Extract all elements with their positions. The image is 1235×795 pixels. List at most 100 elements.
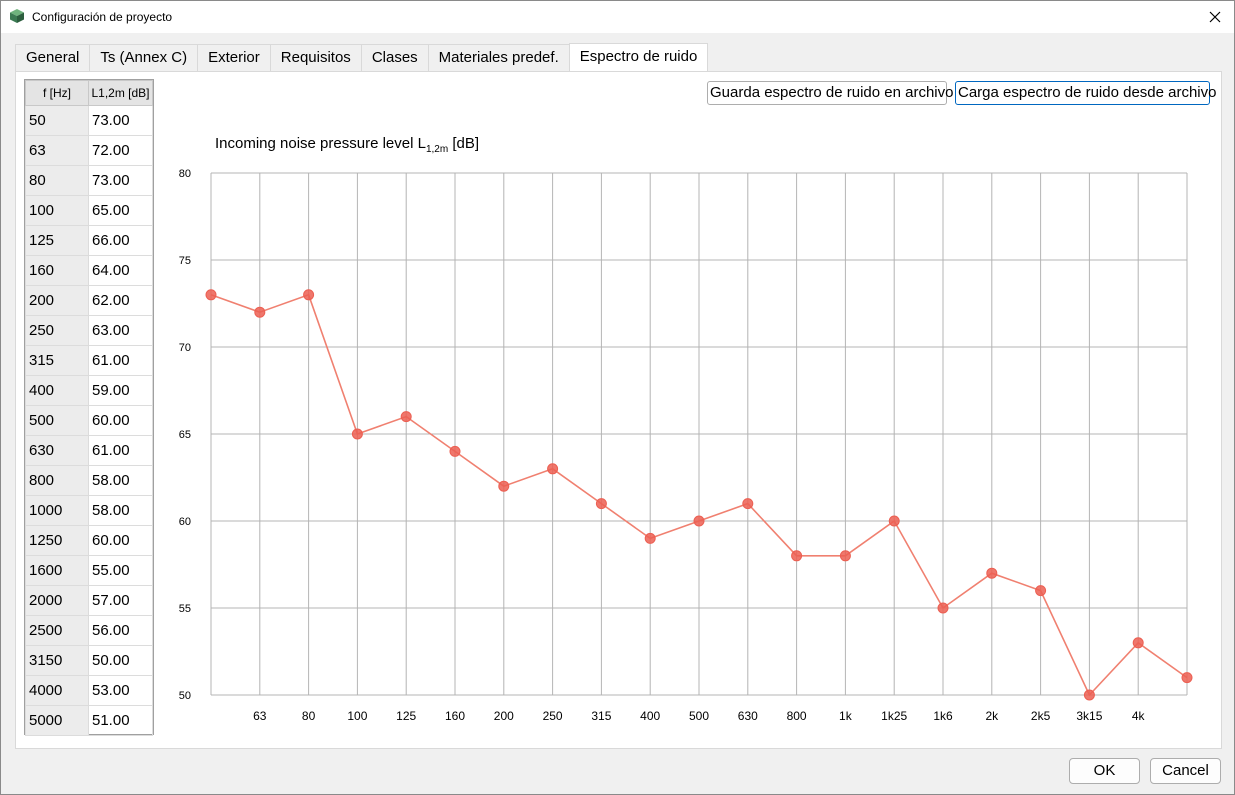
level-cell[interactable]: 61.00 xyxy=(88,345,153,376)
data-point xyxy=(547,463,559,475)
data-point xyxy=(693,515,705,527)
level-cell[interactable]: 60.00 xyxy=(88,405,153,436)
frequency-cell[interactable]: 3150 xyxy=(25,645,89,676)
data-point xyxy=(1132,637,1144,649)
level-cell[interactable]: 57.00 xyxy=(88,585,153,616)
table-row[interactable]: 80 73.00 xyxy=(25,165,153,196)
column-header-frequency[interactable]: f [Hz] xyxy=(25,80,89,106)
frequency-cell[interactable]: 500 xyxy=(25,405,89,436)
x-tick-label: 160 xyxy=(445,709,465,723)
level-cell[interactable]: 58.00 xyxy=(88,495,153,526)
y-tick-label: 70 xyxy=(179,342,191,354)
frequency-cell[interactable]: 800 xyxy=(25,465,89,496)
frequency-cell[interactable]: 125 xyxy=(25,225,89,256)
frequency-cell[interactable]: 250 xyxy=(25,315,89,346)
x-tick-label: 125 xyxy=(396,709,416,723)
x-tick-label: 2k xyxy=(985,709,999,723)
frequency-cell[interactable]: 5000 xyxy=(25,705,89,736)
level-cell[interactable]: 61.00 xyxy=(88,435,153,466)
x-tick-label: 400 xyxy=(640,709,660,723)
table-row[interactable]: 500 60.00 xyxy=(25,405,153,436)
frequency-cell[interactable]: 315 xyxy=(25,345,89,376)
x-tick-label: 250 xyxy=(543,709,563,723)
x-tick-label: 1k6 xyxy=(933,709,953,723)
level-cell[interactable]: 58.00 xyxy=(88,465,153,496)
ok-button[interactable]: OK xyxy=(1069,758,1140,784)
data-point xyxy=(1083,689,1095,701)
tab-exterior[interactable]: Exterior xyxy=(197,44,271,71)
chart-title-main: Incoming noise pressure level L xyxy=(215,135,426,152)
table-row[interactable]: 50 73.00 xyxy=(25,105,153,136)
data-point xyxy=(205,289,217,301)
title-bar: Configuración de proyecto xyxy=(1,1,1234,33)
window-title: Configuración de proyecto xyxy=(32,10,173,24)
x-tick-label: 63 xyxy=(253,709,267,723)
chart-title-subscript: 1,2m xyxy=(425,144,449,155)
table-row[interactable]: 315 61.00 xyxy=(25,345,153,376)
table-row[interactable]: 250 63.00 xyxy=(25,315,153,346)
x-tick-label: 2k5 xyxy=(1031,709,1051,723)
frequency-cell[interactable]: 1250 xyxy=(25,525,89,556)
frequency-cell[interactable]: 1000 xyxy=(25,495,89,526)
level-cell[interactable]: 73.00 xyxy=(88,165,153,196)
y-tick-label: 60 xyxy=(179,516,191,528)
x-tick-label: 1k25 xyxy=(881,709,907,723)
y-tick-label: 80 xyxy=(179,168,191,180)
table-row[interactable]: 5000 51.00 xyxy=(25,705,153,736)
table-row[interactable]: 160 64.00 xyxy=(25,255,153,286)
level-cell[interactable]: 51.00 xyxy=(88,705,153,736)
level-cell[interactable]: 64.00 xyxy=(88,255,153,286)
close-icon xyxy=(1209,11,1221,23)
table-row[interactable]: 1600 55.00 xyxy=(25,555,153,586)
level-cell[interactable]: 53.00 xyxy=(88,675,153,706)
tab-bar: General Ts (Annex C) Exterior Requisitos… xyxy=(15,43,709,72)
table-row[interactable]: 1250 60.00 xyxy=(25,525,153,556)
table-row[interactable]: 63 72.00 xyxy=(25,135,153,166)
data-point xyxy=(1035,585,1047,597)
frequency-cell[interactable]: 80 xyxy=(25,165,89,196)
data-point xyxy=(937,602,949,614)
spectrum-table[interactable]: f [Hz] L1,2m [dB] 50 73.00 63 72.00 80 73.00 1… xyxy=(24,79,154,736)
table-row[interactable]: 3150 50.00 xyxy=(25,645,153,676)
frequency-cell[interactable]: 2500 xyxy=(25,615,89,646)
frequency-cell[interactable]: 63 xyxy=(25,135,89,166)
tab-ts-annex-c[interactable]: Ts (Annex C) xyxy=(89,44,199,71)
y-tick-label: 50 xyxy=(179,690,191,702)
data-point xyxy=(449,445,461,457)
data-point xyxy=(839,550,851,562)
tab-espectro-ruido[interactable]: Espectro de ruido xyxy=(568,43,709,72)
table-row[interactable]: 2000 57.00 xyxy=(25,585,153,616)
table-row[interactable]: 1000 58.00 xyxy=(25,495,153,526)
column-header-level[interactable]: L1,2m [dB] xyxy=(88,80,153,106)
table-row[interactable]: 800 58.00 xyxy=(25,465,153,496)
frequency-cell[interactable]: 160 xyxy=(25,255,89,286)
frequency-cell[interactable]: 1600 xyxy=(25,555,89,586)
chart-title: Incoming noise pressure level L1,2m [dB] xyxy=(215,135,479,155)
x-tick-label: 630 xyxy=(738,709,758,723)
x-tick-label: 800 xyxy=(787,709,807,723)
y-tick-label: 75 xyxy=(179,255,191,267)
tab-requisitos[interactable]: Requisitos xyxy=(269,44,362,71)
level-cell[interactable]: 59.00 xyxy=(88,375,153,406)
level-cell[interactable]: 63.00 xyxy=(88,315,153,346)
x-tick-label: 315 xyxy=(591,709,611,723)
x-tick-label: 4k xyxy=(1132,709,1146,723)
save-spectrum-button[interactable]: Guarda espectro de ruido en archivo xyxy=(707,81,953,105)
close-button[interactable] xyxy=(1196,1,1234,33)
frequency-cell[interactable]: 200 xyxy=(25,285,89,316)
level-cell[interactable]: 50.00 xyxy=(88,645,153,676)
chart-title-suffix: [dB] xyxy=(448,135,480,152)
cancel-button[interactable]: Cancel xyxy=(1150,758,1221,784)
load-spectrum-button[interactable]: Carga espectro de ruido desde archivo xyxy=(955,81,1217,105)
table-row[interactable]: 100 65.00 xyxy=(25,195,153,226)
tab-general[interactable]: General xyxy=(15,44,91,71)
data-point xyxy=(595,498,607,510)
data-point xyxy=(351,428,363,440)
level-cell[interactable]: 73.00 xyxy=(88,105,153,136)
frequency-cell[interactable]: 2000 xyxy=(25,585,89,616)
frequency-cell[interactable]: 50 xyxy=(25,105,89,136)
tab-materiales[interactable]: Materiales predef. xyxy=(427,44,570,71)
x-tick-label: 500 xyxy=(689,709,709,723)
